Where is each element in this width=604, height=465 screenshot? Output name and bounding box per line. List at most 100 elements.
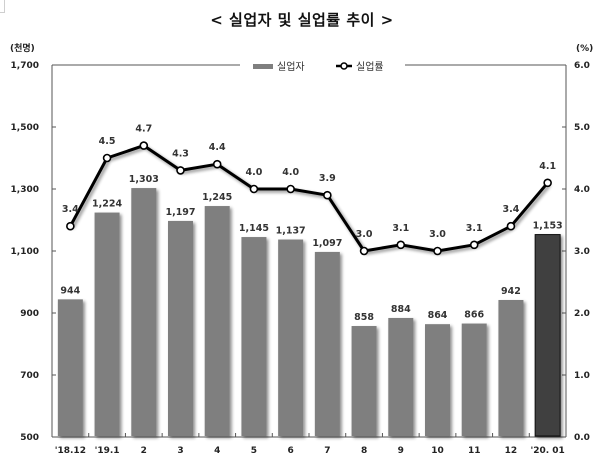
x-tick-label: 4: [214, 446, 220, 456]
x-tick-label: 6: [288, 446, 294, 456]
x-tick-label: '18.12: [55, 446, 86, 456]
bar-value-label: 1,097: [312, 238, 342, 249]
line-point-marker: [506, 221, 516, 231]
line-value-label: 4.0: [282, 167, 299, 178]
line-value-label: 3.9: [319, 173, 336, 184]
bar: [131, 188, 157, 436]
line-point-marker: [469, 240, 479, 250]
line-value-label: 4.0: [246, 167, 263, 178]
bar-value-label: 1,303: [129, 174, 159, 185]
right-tick-label: 5.0: [574, 123, 590, 133]
right-tick-label: 3.0: [574, 247, 590, 257]
line-value-label: 3.0: [429, 229, 446, 240]
right-tick-label: 1.0: [574, 371, 590, 381]
legend-bar-label: 실업자: [277, 60, 305, 73]
x-tick-label: 7: [324, 446, 330, 456]
right-tick-label: 0.0: [574, 433, 590, 443]
x-tick-label: '19.1: [95, 446, 120, 456]
line-value-label: 4.4: [209, 142, 226, 153]
bar: [278, 239, 304, 436]
line-point-marker: [176, 166, 185, 175]
bar: [351, 326, 377, 436]
bar: [241, 237, 267, 436]
x-tick-label: 12: [505, 446, 518, 456]
bar-value-label: 944: [60, 285, 80, 296]
x-tick-label: 9: [398, 446, 404, 456]
bar: [388, 317, 414, 436]
bar-value-label: 1,137: [276, 226, 306, 237]
left-tick-label: 500: [20, 433, 39, 443]
x-tick-label: 3: [177, 446, 183, 456]
line-value-label: 3.0: [356, 229, 373, 240]
left-tick-label: 1,700: [11, 61, 39, 71]
bar-value-label: 884: [391, 304, 411, 315]
bar-value-label: 866: [464, 310, 484, 321]
bar: [314, 251, 340, 436]
legend-line-marker-icon: [340, 62, 348, 70]
line-value-label: 3.4: [503, 204, 520, 215]
line-value-label: 3.4: [62, 204, 79, 215]
line-point-marker: [286, 184, 295, 194]
legend: 실업자 실업률: [253, 60, 384, 73]
bar: [534, 234, 561, 437]
bar: [94, 212, 120, 436]
right-axis: 0.0 1.0 2.0 3.0 4.0 5.0 6.0: [562, 61, 590, 443]
bar-value-label: 1,153: [533, 221, 563, 232]
plot-area-frame: [51, 64, 567, 438]
bar: [168, 220, 193, 436]
line-point-marker: [543, 178, 552, 188]
line-data-labels: 3.4 4.5 4.7 4.3 4.4 4.0 4.0 3.9 3.0 3.1 3.0 3.1 3.4 4…: [62, 124, 556, 240]
left-tick-label: 1,500: [11, 123, 39, 133]
line-value-label: 4.5: [99, 136, 116, 147]
line-point-marker: [396, 240, 406, 250]
bar-value-label: 942: [501, 286, 521, 297]
right-axis-unit: (%): [576, 44, 593, 54]
legend-bar-swatch: [253, 64, 273, 69]
x-tick-label: 8: [361, 446, 367, 456]
bar-value-label: 858: [354, 312, 374, 323]
line-value-label: 4.1: [539, 161, 556, 172]
line-point-marker: [102, 153, 112, 163]
left-axis-unit: (천명): [10, 42, 35, 54]
line-value-label: 3.1: [392, 223, 409, 234]
x-tick-label: 11: [468, 446, 481, 456]
left-tick-label: 700: [20, 371, 39, 381]
right-tick-label: 6.0: [574, 61, 590, 71]
legend-line-label: 실업률: [356, 60, 384, 73]
x-tick-label: 10: [431, 446, 444, 456]
bar-value-label: 1,145: [239, 223, 269, 234]
bar: [57, 299, 83, 436]
left-axis: 500 700 900 1,100 1,300 1,500 1,700: [11, 61, 56, 443]
line-value-label: 3.1: [466, 223, 483, 234]
line-point-marker: [139, 141, 149, 150]
bar-data-labels: 944 1,224 1,303 1,197 1,245 1,145 1,137 1,097 85…: [60, 174, 562, 323]
left-tick-label: 1,300: [11, 185, 39, 195]
x-axis: '18.12 '19.1 2 3 4 5 6 7 8 9 10 11 12 '20. 01: [55, 433, 565, 456]
line-value-label: 4.3: [172, 148, 189, 159]
x-tick-label: 5: [251, 446, 257, 456]
line-point-marker: [323, 190, 332, 200]
bar: [204, 206, 230, 436]
bar-value-label: 1,224: [92, 199, 122, 210]
bar-value-label: 864: [428, 310, 448, 321]
chart-title: < 실업자 및 실업률 추이 >: [210, 11, 394, 29]
image-corner-frame: [0, 0, 5, 13]
left-tick-label: 900: [20, 309, 39, 319]
bar-series-unemployed: [57, 188, 561, 437]
line-series-unemployment-rate: [66, 141, 552, 256]
line-point-marker: [359, 246, 369, 256]
line-point-marker: [212, 159, 222, 169]
bar-value-label: 1,197: [165, 207, 195, 218]
x-tick-label: 2: [141, 446, 147, 456]
bar: [425, 324, 450, 436]
right-tick-label: 4.0: [574, 185, 590, 195]
line-value-label: 4.7: [135, 124, 152, 135]
bar: [461, 323, 487, 436]
right-tick-label: 2.0: [574, 309, 590, 319]
x-tick-label: '20. 01: [530, 446, 564, 456]
line-point-marker: [433, 246, 442, 256]
bar-value-label: 1,245: [202, 192, 232, 203]
line-point-marker: [66, 221, 75, 231]
line-point-marker: [249, 184, 259, 194]
